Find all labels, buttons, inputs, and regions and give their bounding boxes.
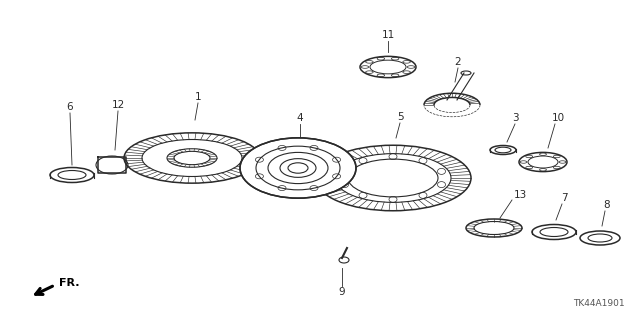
Text: 12: 12 <box>111 100 125 110</box>
Text: TK44A1901: TK44A1901 <box>573 299 625 308</box>
Text: 1: 1 <box>195 92 202 102</box>
Text: 3: 3 <box>512 113 518 123</box>
Text: 5: 5 <box>397 112 403 122</box>
Text: 10: 10 <box>552 113 564 123</box>
Text: FR.: FR. <box>59 278 79 288</box>
Ellipse shape <box>240 138 356 198</box>
Text: 9: 9 <box>339 287 346 297</box>
Text: 11: 11 <box>381 30 395 40</box>
Text: 13: 13 <box>513 190 527 200</box>
Text: 8: 8 <box>604 200 611 210</box>
Text: 2: 2 <box>454 57 461 67</box>
Text: 6: 6 <box>67 102 74 112</box>
Text: 7: 7 <box>561 193 567 203</box>
Text: 4: 4 <box>297 113 303 123</box>
